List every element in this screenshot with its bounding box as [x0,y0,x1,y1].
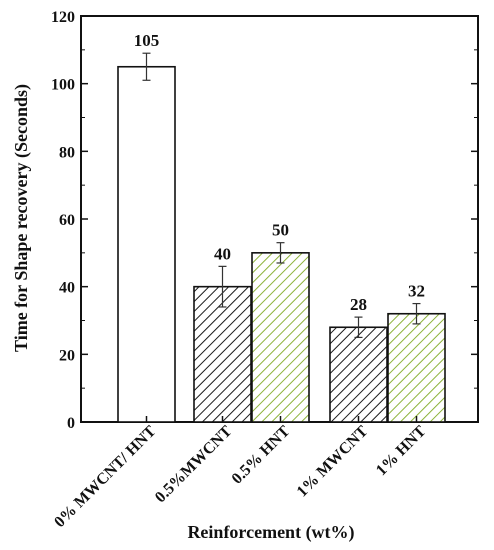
bar-group: 50 [251,221,310,423]
y-tick-label: 60 [59,212,75,229]
y-tick-label: 0 [67,415,75,432]
data-label: 50 [272,221,289,240]
bar [117,65,176,423]
y-tick-label: 80 [59,144,75,161]
y-tick-label: 40 [59,280,75,297]
data-label: 40 [214,244,231,263]
bar-group: 32 [387,282,446,423]
data-label: 32 [408,282,425,301]
x-tick-label: 0.5% HNT [229,423,294,488]
bar-group: 28 [329,295,388,423]
bar-group: 40 [193,244,252,423]
x-tick-label: 0.5%MWCNT [152,423,236,507]
x-axis-title: Reinforcement (wt%) [187,522,354,543]
x-tick-label: 1% HNT [373,423,430,480]
y-tick-label: 100 [51,77,75,94]
y-axis-ticks: 0 20 40 60 80 100 120 [51,9,478,432]
y-axis-title: Time for Shape recovery (Seconds) [11,84,32,352]
data-label: 28 [350,295,367,314]
bar [251,252,310,423]
x-tick-label: 0% MWCNT/ HNT [51,423,159,531]
data-label: 105 [134,31,160,50]
bars: 105 40 50 28 32 [117,31,446,423]
bar [387,312,446,423]
y-tick-label: 120 [51,9,75,26]
bar-group: 105 [117,31,176,423]
y-tick-label: 20 [59,347,75,364]
bar [329,326,388,423]
x-tick-label: 1% MWCNT [294,423,372,501]
